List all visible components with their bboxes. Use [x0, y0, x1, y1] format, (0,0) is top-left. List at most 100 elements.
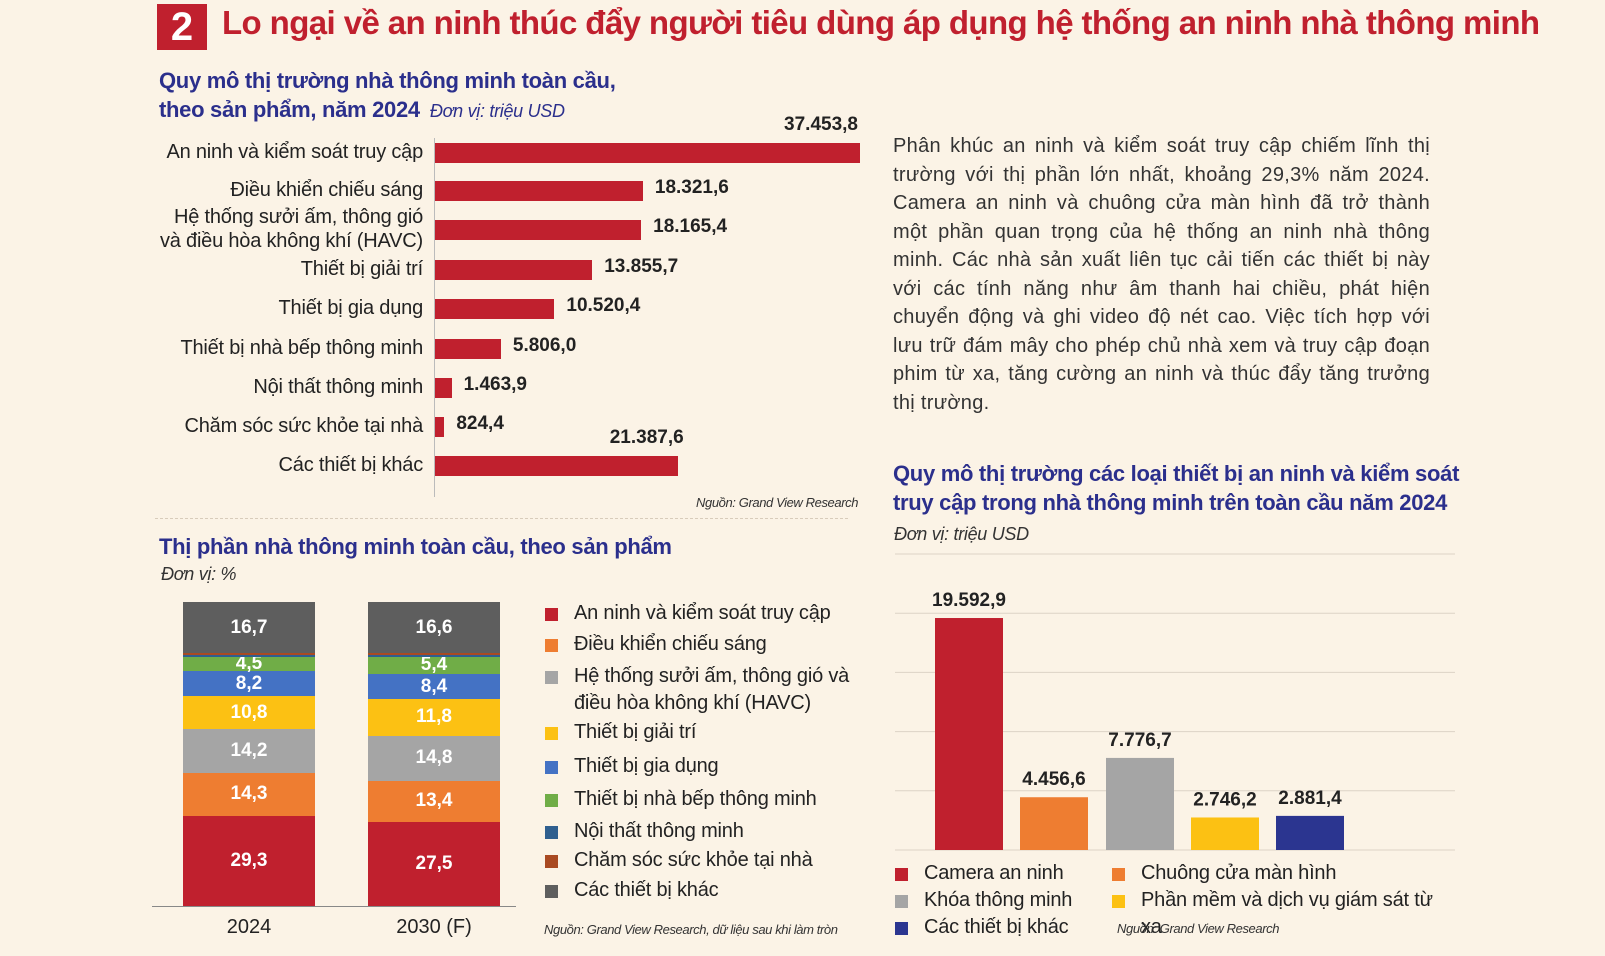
hbar-value-label: 18.165,4 — [653, 216, 728, 237]
stack-segment-3: 14,2 — [183, 729, 315, 773]
stack-segment-9: 16,6 — [368, 602, 500, 654]
chart1-title: Quy mô thị trường nhà thông minh toàn cầ… — [159, 66, 616, 126]
vbar-legend-item: Chuông cửa màn hình — [1112, 860, 1336, 887]
legend-swatch — [1112, 895, 1125, 908]
hbar-value-label: 37.453,8 — [784, 114, 858, 135]
legend-label: Các thiết bị khác — [574, 877, 719, 904]
vbar-value-label: 2.746,2 — [1193, 789, 1256, 810]
hbar-category-label: Các thiết bị khác — [279, 453, 424, 477]
stack-value-label: 29,3 — [230, 850, 268, 872]
stack-value-label: 14,3 — [230, 783, 268, 805]
stack-value-label: 27,5 — [415, 852, 453, 874]
hbar-label-line: Chăm sóc sức khỏe tại nhà — [184, 415, 423, 437]
legend-label-line: Thiết bị giải trí — [574, 721, 697, 743]
chart3-title: Quy mô thị trường các loại thiết bị an n… — [893, 459, 1459, 517]
article-paragraph: Phân khúc an ninh và kiểm soát truy cập … — [893, 135, 1430, 414]
legend-label: Thiết bị nhà bếp thông minh — [574, 786, 817, 813]
chart2-baseline — [152, 906, 516, 907]
legend-label-line: Điều khiển chiếu sáng — [574, 633, 767, 655]
chart3-source: Nguồn: Grand View Research — [1117, 921, 1280, 936]
legend-label: Khóa thông minh — [924, 889, 1073, 911]
legend-swatch — [1112, 868, 1125, 881]
legend-label-line: Thiết bị gia dụng — [574, 755, 719, 777]
stack-legend-item: Thiết bị gia dụng — [545, 753, 719, 780]
stack-segment-6: 4,5 — [183, 653, 315, 674]
vbar-value-label: 7.776,7 — [1108, 730, 1171, 751]
stack-value-label: 4,5 — [235, 653, 263, 675]
hbar-5 — [435, 299, 555, 319]
stack-value-label: 10,8 — [230, 701, 268, 723]
chart3-title-line1: Quy mô thị trường các loại thiết bị an n… — [893, 461, 1460, 486]
hbar-category-label: Thiết bị nhà bếp thông minh — [180, 336, 423, 360]
stack-segment-4: 10,8 — [183, 696, 315, 730]
vbar-5 — [1276, 815, 1344, 850]
vbar-value-label: 4.456,6 — [1022, 769, 1085, 790]
hbar-category-label: Hệ thống sưởi ấm, thông gió và điều hòa k… — [160, 205, 423, 253]
hbar-category-label: An ninh và kiểm soát truy cập — [166, 140, 423, 164]
stack-segment-4: 11,8 — [368, 699, 500, 736]
hbar-value-label: 1.463,9 — [463, 374, 528, 395]
hbar-label-line: và điều hòa không khí (HAVC) — [159, 230, 423, 252]
stack-segment-6: 5,4 — [368, 654, 500, 675]
vbar-value-label: 19.592,9 — [932, 590, 1006, 611]
stack-segment-5: 8,2 — [183, 670, 315, 697]
legend-label: Các thiết bị khác — [924, 916, 1069, 938]
stack-value-label: 16,7 — [230, 616, 268, 638]
chart3-legend: Camera an ninh Chuông cửa màn hình Khóa th… — [895, 860, 1455, 942]
legend-label-line: Chăm sóc sức khỏe tại nhà — [574, 849, 813, 871]
chart1-axis-line — [434, 138, 435, 497]
hbar-value-label: 13.855,7 — [604, 256, 679, 277]
vbar-3 — [1106, 757, 1174, 850]
stack-legend-item: Thiết bị nhà bếp thông minh — [545, 786, 817, 813]
hbar-1 — [435, 143, 860, 163]
legend-swatch — [545, 826, 558, 839]
legend-label: Hệ thống sưởi ấm, thông gió và điều hòa k… — [574, 663, 849, 717]
hbar-label-line: Thiết bị gia dụng — [278, 297, 424, 319]
hbar-2 — [435, 181, 643, 201]
vbar-legend-item: Các thiết bị khác — [895, 914, 1069, 941]
chart3-unit: Đơn vị: triệu USD — [894, 524, 1029, 544]
stack-value-label: 11,8 — [416, 706, 452, 728]
legend-label: Thiết bị gia dụng — [574, 753, 719, 780]
legend-label-line: Các thiết bị khác — [574, 879, 719, 901]
stack-legend-item: Điều khiển chiếu sáng — [545, 631, 767, 658]
hbar-category-label: Nội thất thông minh — [253, 375, 423, 399]
legend-swatch — [545, 727, 558, 740]
stack-segment-5: 8,4 — [368, 673, 500, 700]
stack-value-label: 14,2 — [230, 739, 268, 761]
legend-label: Thiết bị giải trí — [574, 719, 696, 746]
section-number-badge: 2 — [157, 4, 207, 50]
hbar-value-label: 21.387,6 — [609, 427, 684, 448]
chart2-legend: An ninh và kiểm soát truy cập Điều khiển … — [545, 600, 865, 920]
hbar-8 — [435, 417, 445, 437]
hbar-label-line: Hệ thống sưởi ấm, thông gió — [173, 206, 423, 228]
vbar-legend-item: Phần mềm và dịch vụ giám sát từ xa — [1112, 887, 1455, 941]
hbar-category-label: Chăm sóc sức khỏe tại nhà — [184, 414, 423, 438]
legend-swatch — [545, 885, 558, 898]
stack-category-label: 2024 — [226, 916, 272, 938]
chart2-source: Nguồn: Grand View Research, dữ liệu sau … — [544, 922, 838, 937]
chart2-unit: Đơn vị: % — [161, 564, 237, 584]
hbar-label-line: Thiết bị nhà bếp thông minh — [180, 337, 423, 359]
legend-label: Phần mềm và dịch vụ giám sát từ xa — [1141, 889, 1433, 938]
legend-label: Nội thất thông minh — [574, 818, 744, 845]
legend-label-line: Thiết bị nhà bếp thông minh — [574, 788, 817, 810]
stack-legend-item: An ninh và kiểm soát truy cập — [545, 600, 831, 627]
hbar-9 — [435, 456, 678, 476]
stack-value-label: 8,2 — [235, 672, 263, 694]
legend-swatch — [895, 922, 908, 935]
chart1-title-line2: theo sản phẩm, năm 2024 Đơn vị: triệu USD — [159, 95, 616, 126]
stack-segment-7 — [183, 654, 315, 658]
legend-label-line: điều hòa không khí (HAVC) — [574, 692, 811, 714]
vbar-2 — [1020, 797, 1088, 850]
stack-segment-1: 27,5 — [368, 821, 500, 906]
legend-label: Camera an ninh — [924, 862, 1064, 884]
security-devices-bar-chart: 19.592,9 4.456,6 7.776,7 2.746,2 2.881,4 — [895, 553, 1455, 851]
legend-swatch — [545, 855, 558, 868]
chart1-unit: Đơn vị: triệu USD — [429, 101, 565, 121]
legend-label-line: Nội thất thông minh — [574, 820, 744, 842]
stack-value-label: 14,8 — [415, 747, 453, 769]
vbar-legend-item: Khóa thông minh — [895, 887, 1072, 914]
legend-label: Điều khiển chiếu sáng — [574, 631, 767, 658]
chart1-title-line2-text: theo sản phẩm, năm 2024 — [159, 97, 420, 122]
